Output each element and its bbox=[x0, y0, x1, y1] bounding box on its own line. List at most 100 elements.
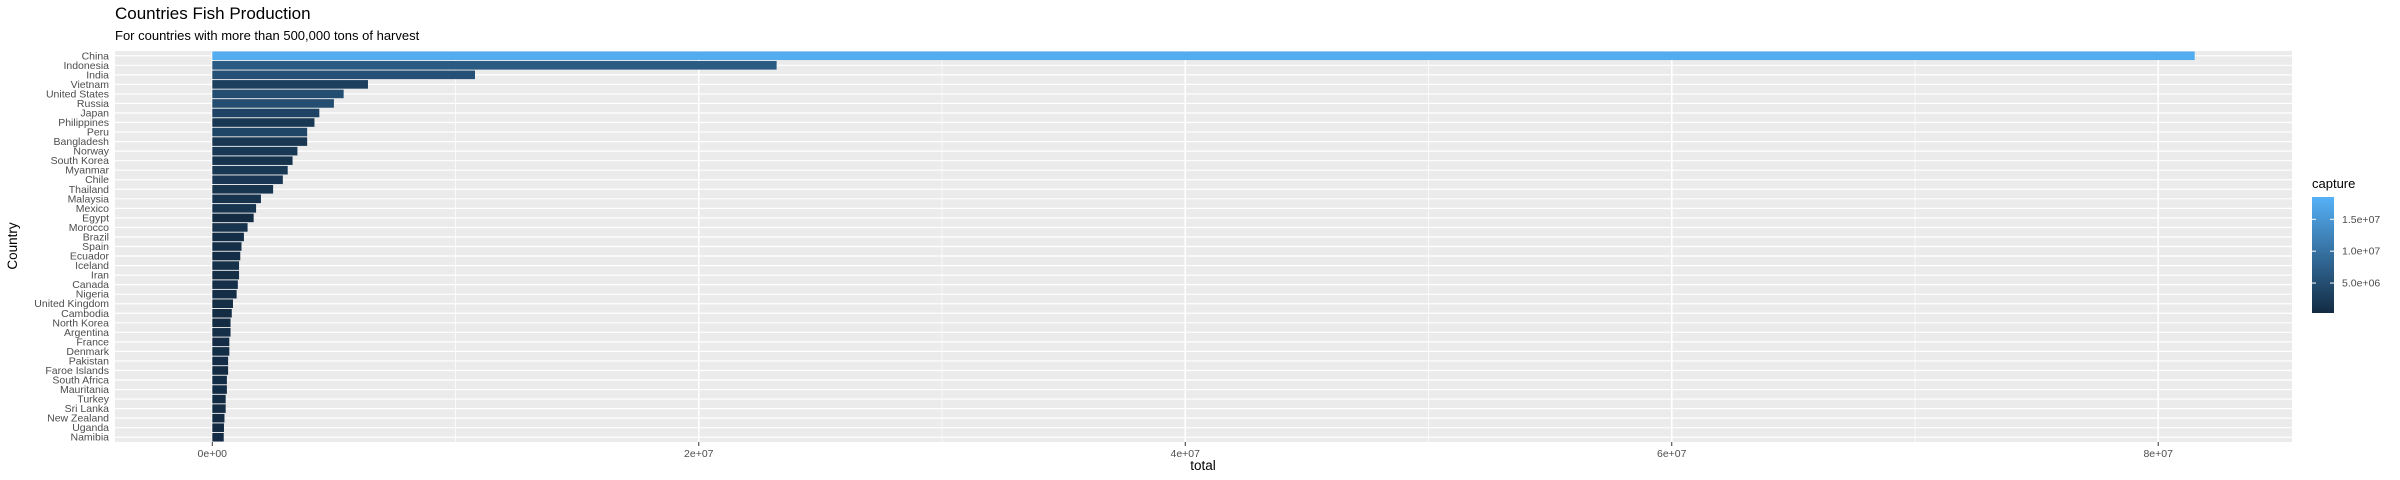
x-axis-tick-labels: 0e+00 2e+07 4e+07 6e+07 8e+07 bbox=[198, 442, 2173, 460]
x-tick-label: 8e+07 bbox=[2143, 448, 2173, 460]
x-tick-label: 2e+07 bbox=[684, 448, 714, 460]
y-tick-label: South Korea bbox=[51, 155, 110, 167]
bar bbox=[212, 89, 344, 99]
y-tick-label: Iran bbox=[91, 270, 109, 282]
legend-colorbar bbox=[2312, 197, 2334, 313]
x-tick-label: 0e+00 bbox=[198, 448, 228, 460]
legend-title: capture bbox=[2312, 176, 2355, 191]
bar bbox=[212, 308, 232, 318]
y-tick-label: Morocco bbox=[69, 222, 109, 234]
y-tick-label: Mexico bbox=[76, 203, 109, 215]
bar bbox=[212, 394, 226, 404]
y-tick-label: Turkey bbox=[77, 394, 109, 406]
y-tick-label: Russia bbox=[77, 98, 109, 110]
bar bbox=[212, 242, 242, 251]
bars bbox=[212, 51, 2195, 442]
y-tick-label: Iceland bbox=[75, 260, 109, 272]
bar bbox=[212, 299, 233, 309]
y-tick-label: India bbox=[86, 69, 109, 81]
y-tick-label: Japan bbox=[80, 107, 109, 119]
y-tick-label: Malaysia bbox=[68, 193, 110, 205]
x-tick-label: 4e+07 bbox=[1171, 448, 1201, 460]
bar bbox=[212, 118, 315, 127]
bar bbox=[212, 423, 224, 432]
bar bbox=[212, 146, 298, 156]
bar bbox=[212, 165, 288, 175]
bar bbox=[212, 70, 475, 80]
bar bbox=[212, 385, 227, 394]
bar bbox=[212, 337, 230, 347]
y-tick-label: South Africa bbox=[52, 375, 109, 387]
bar bbox=[212, 232, 244, 242]
y-axis-title: Country bbox=[5, 222, 20, 270]
y-tick-label: Faroe Islands bbox=[45, 365, 109, 377]
bar bbox=[212, 61, 777, 70]
y-tick-label: Thailand bbox=[69, 184, 109, 196]
y-tick-label: Argentina bbox=[64, 327, 109, 339]
y-tick-label: Vietnam bbox=[71, 79, 110, 91]
y-tick-label: Nigeria bbox=[76, 289, 109, 301]
x-tick-label: 6e+07 bbox=[1657, 448, 1687, 460]
y-tick-label: Chile bbox=[85, 174, 109, 186]
bar bbox=[212, 213, 254, 223]
y-tick-label: China bbox=[82, 50, 110, 62]
bar bbox=[212, 251, 241, 261]
bar bbox=[212, 80, 368, 89]
y-tick-label: Norway bbox=[73, 146, 109, 158]
y-tick-label: Mauritania bbox=[60, 384, 109, 396]
bar bbox=[212, 156, 293, 165]
bar bbox=[212, 194, 261, 204]
bar bbox=[212, 51, 2195, 61]
y-tick-label: Denmark bbox=[66, 346, 109, 358]
bar bbox=[212, 127, 308, 137]
bar bbox=[212, 99, 334, 108]
bar bbox=[212, 318, 231, 328]
y-tick-label: Spain bbox=[82, 241, 109, 253]
bar bbox=[212, 184, 274, 194]
bar bbox=[212, 366, 229, 375]
bar bbox=[212, 223, 248, 232]
y-tick-label: Pakistan bbox=[69, 355, 109, 367]
legend-label: 5.0e+06 bbox=[2342, 278, 2380, 290]
y-tick-label: Sri Lanka bbox=[65, 403, 110, 415]
y-tick-label: United States bbox=[46, 88, 109, 100]
y-tick-label: Ecuador bbox=[70, 251, 110, 263]
y-tick-label: Bangladesh bbox=[54, 136, 110, 148]
y-tick-label: Cambodia bbox=[61, 308, 109, 320]
y-tick-label: United Kingdom bbox=[34, 298, 109, 310]
bar bbox=[212, 347, 230, 356]
y-tick-label: Egypt bbox=[82, 212, 109, 224]
legend-label: 1.5e+07 bbox=[2342, 214, 2380, 226]
y-tick-label: Namibia bbox=[70, 432, 109, 444]
chart-subtitle: For countries with more than 500,000 ton… bbox=[115, 28, 420, 43]
bar bbox=[212, 137, 308, 146]
y-tick-label: North Korea bbox=[52, 317, 109, 329]
y-tick-label: Uganda bbox=[72, 422, 109, 434]
y-tick-label: Peru bbox=[87, 127, 109, 139]
bar bbox=[212, 413, 225, 423]
bar bbox=[212, 328, 231, 337]
y-tick-label: Indonesia bbox=[63, 60, 109, 72]
y-tick-label: Philippines bbox=[58, 117, 109, 129]
y-tick-label: Myanmar bbox=[65, 165, 109, 177]
legend-ticks: 5.0e+06 1.0e+07 1.5e+07 bbox=[2312, 214, 2380, 290]
x-axis-title: total bbox=[1190, 458, 1216, 473]
y-tick-label: New Zealand bbox=[47, 413, 109, 425]
bar bbox=[212, 289, 237, 299]
bar bbox=[212, 270, 240, 280]
y-tick-label: France bbox=[76, 336, 109, 348]
bar bbox=[212, 432, 224, 442]
bar bbox=[212, 175, 283, 185]
bar bbox=[212, 404, 226, 413]
y-tick-label: Canada bbox=[72, 279, 109, 291]
chart-title: Countries Fish Production bbox=[115, 4, 311, 23]
bar bbox=[212, 280, 238, 289]
bar bbox=[212, 261, 240, 270]
bar bbox=[212, 356, 229, 366]
y-tick-label: Brazil bbox=[83, 231, 109, 243]
bar bbox=[212, 204, 257, 213]
legend: capture 5.0e+06 1.0e+07 1.5e+07 bbox=[2312, 176, 2380, 313]
bar bbox=[212, 108, 320, 118]
